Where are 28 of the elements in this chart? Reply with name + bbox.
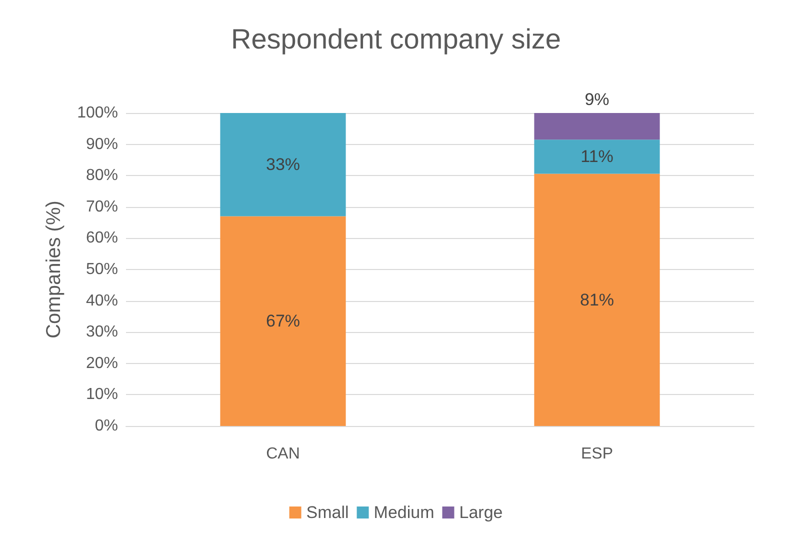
data-label: 81% <box>580 290 614 310</box>
y-axis-title: Companies (%) <box>43 200 65 338</box>
y-tick-label: 50% <box>86 261 118 278</box>
y-tick-label: 0% <box>94 418 118 434</box>
y-tick-label: 20% <box>86 354 118 372</box>
y-tick-label: 90% <box>86 136 118 153</box>
y-tick-label: 80% <box>86 167 118 184</box>
x-tick-label: ESP <box>580 446 614 462</box>
data-label: 67% <box>266 312 300 331</box>
data-label: 9% <box>584 90 610 109</box>
y-tick-label: 60% <box>86 230 118 247</box>
bar <box>220 113 346 216</box>
y-tick-label: 10% <box>86 386 118 404</box>
y-tick-label: 70% <box>86 198 118 216</box>
y-tick-label: 30% <box>86 324 118 341</box>
x-tick-label: CAN <box>266 446 300 462</box>
data-label: 33% <box>266 155 300 174</box>
chart-title: Respondent company size <box>231 24 561 54</box>
bar <box>534 113 660 140</box>
bar <box>220 216 346 426</box>
legend-label: Small <box>306 503 349 522</box>
y-tick-label: 40% <box>86 292 118 310</box>
bar <box>534 140 660 174</box>
legend-label: Large <box>459 503 503 522</box>
data-label: 11% <box>580 147 614 166</box>
legend-label: Medium <box>374 503 434 522</box>
y-tick-label: 100% <box>77 104 118 122</box>
bar <box>534 174 660 426</box>
